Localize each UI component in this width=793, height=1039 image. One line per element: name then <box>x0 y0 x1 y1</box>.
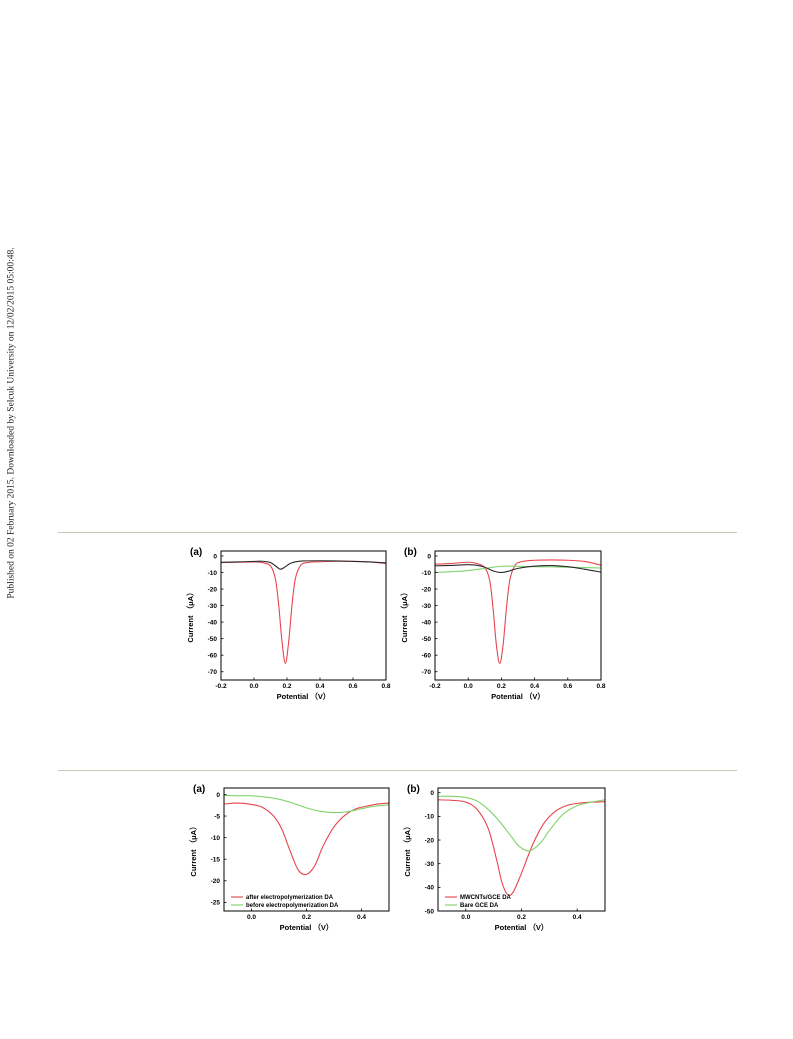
y-tick-label: -40 <box>422 619 432 626</box>
legend-label: MWCNTs/GCE DA <box>460 895 512 901</box>
x-tick-label: 0.4 <box>315 683 324 690</box>
plot-frame <box>434 550 602 681</box>
y-tick-label: -10 <box>211 835 221 842</box>
x-tick-label: 0.4 <box>573 914 582 921</box>
y-tick-label: -20 <box>425 837 435 844</box>
download-notice: Published on 02 February 2015. Downloade… <box>3 226 20 620</box>
x-tick-label: -0.2 <box>215 683 227 690</box>
panel-label: (b) <box>404 547 417 558</box>
y-tick-label: -30 <box>422 603 432 610</box>
section-divider-bottom <box>58 770 737 771</box>
series-line-green-1 <box>435 565 601 574</box>
plot-frame <box>437 787 606 912</box>
x-tick-label: 0.4 <box>530 683 539 690</box>
download-notice-text: Published on 02 February 2015. Downloade… <box>6 247 17 599</box>
x-tick-label: 0.2 <box>282 683 291 690</box>
y-tick-label: -60 <box>422 652 432 659</box>
section-divider-top <box>58 532 737 533</box>
figure-top-b-chart: -0.2 0.0 0.2 0.4 0.6 0.8 0 -10 -20 -30 -40 -50 -60 -7… <box>399 547 606 701</box>
series-line-red-0 <box>435 559 601 665</box>
y-tick-label: -5 <box>214 813 220 820</box>
series-line-black-2 <box>435 564 601 574</box>
series-line-bare-gce-da <box>438 795 605 852</box>
y-tick-label: -70 <box>422 669 432 676</box>
y-tick-label: -20 <box>211 878 221 885</box>
x-tick-label: 0.4 <box>357 914 366 921</box>
x-tick-label: 0.2 <box>517 914 526 921</box>
x-tick-label: 0.2 <box>302 914 311 921</box>
x-tick-label: 0.6 <box>563 683 572 690</box>
panel-label: (b) <box>407 784 420 795</box>
x-tick-label: 0.6 <box>348 683 357 690</box>
legend-label: before electropolymerization DA <box>246 903 339 909</box>
x-tick-label: 0.2 <box>497 683 506 690</box>
y-tick-label: -50 <box>425 908 435 915</box>
x-axis-title: Potential （V） <box>277 691 331 701</box>
x-tick-label: 0.0 <box>249 683 258 690</box>
plot-area <box>221 560 386 665</box>
y-tick-label: -70 <box>208 669 218 676</box>
y-tick-label: -50 <box>208 636 218 643</box>
plot-area <box>435 559 601 665</box>
y-axis-title: Current （μA） <box>399 588 409 642</box>
y-tick-label: -60 <box>208 652 218 659</box>
y-tick-label: 0 <box>430 790 434 797</box>
plot-area <box>224 794 389 876</box>
x-tick-label: 0.8 <box>381 683 390 690</box>
y-axis-title: Current （μA） <box>188 822 198 876</box>
x-tick-label: 0.0 <box>461 914 470 921</box>
y-axis-title: Current （μA） <box>185 588 195 642</box>
plot-frame <box>220 550 387 681</box>
y-tick-label: -20 <box>208 586 218 593</box>
y-tick-label: -25 <box>211 900 221 907</box>
x-tick-label: 0.0 <box>464 683 473 690</box>
y-tick-label: -30 <box>425 861 435 868</box>
x-axis-title: Potential （V） <box>495 922 549 932</box>
y-tick-label: -30 <box>208 603 218 610</box>
x-tick-label: 0.8 <box>596 683 605 690</box>
y-tick-label: -40 <box>208 619 218 626</box>
y-tick-label: -10 <box>422 570 432 577</box>
figure-bottom-b-chart: 0.0 0.2 0.4 0 -10 -20 -30 -40 -50 Potential （V） Cu… <box>402 784 606 932</box>
y-tick-label: -10 <box>425 814 435 821</box>
series-line-after-electropolymerization-da <box>224 802 389 876</box>
series-line-black-1 <box>221 560 386 570</box>
y-tick-label: 0 <box>213 553 217 560</box>
x-tick-label: -0.2 <box>429 683 441 690</box>
y-tick-label: 0 <box>216 792 220 799</box>
figure-bottom-a-chart: 0.0 0.2 0.4 0 -5 -10 -15 -20 -25 Potential （V） Cur… <box>188 784 390 932</box>
panel-label: (a) <box>190 547 202 558</box>
y-tick-label: -40 <box>425 885 435 892</box>
y-tick-label: 0 <box>427 553 431 560</box>
y-axis-title: Current （μA） <box>402 822 412 876</box>
x-axis-title: Potential （V） <box>280 922 334 932</box>
series-line-red-0 <box>221 560 386 665</box>
series-line-before-electropolymerization-da <box>224 794 389 814</box>
legend-label: after electropolymerization DA <box>246 895 334 901</box>
y-tick-label: -20 <box>422 586 432 593</box>
panel-label: (a) <box>193 784 205 795</box>
x-tick-label: 0.0 <box>247 914 256 921</box>
legend-label: Bare GCE DA <box>460 903 499 909</box>
figure-top-a-chart: -0.2 0.0 0.2 0.4 0.6 0.8 0 -10 -20 -30 -40 -50 -60 -7… <box>185 547 391 701</box>
series-line-mwcnts-gce-da <box>438 799 605 896</box>
y-tick-label: -10 <box>208 570 218 577</box>
x-axis-title: Potential （V） <box>491 691 545 701</box>
plot-area <box>438 795 605 896</box>
y-tick-label: -50 <box>422 636 432 643</box>
y-tick-label: -15 <box>211 857 221 864</box>
